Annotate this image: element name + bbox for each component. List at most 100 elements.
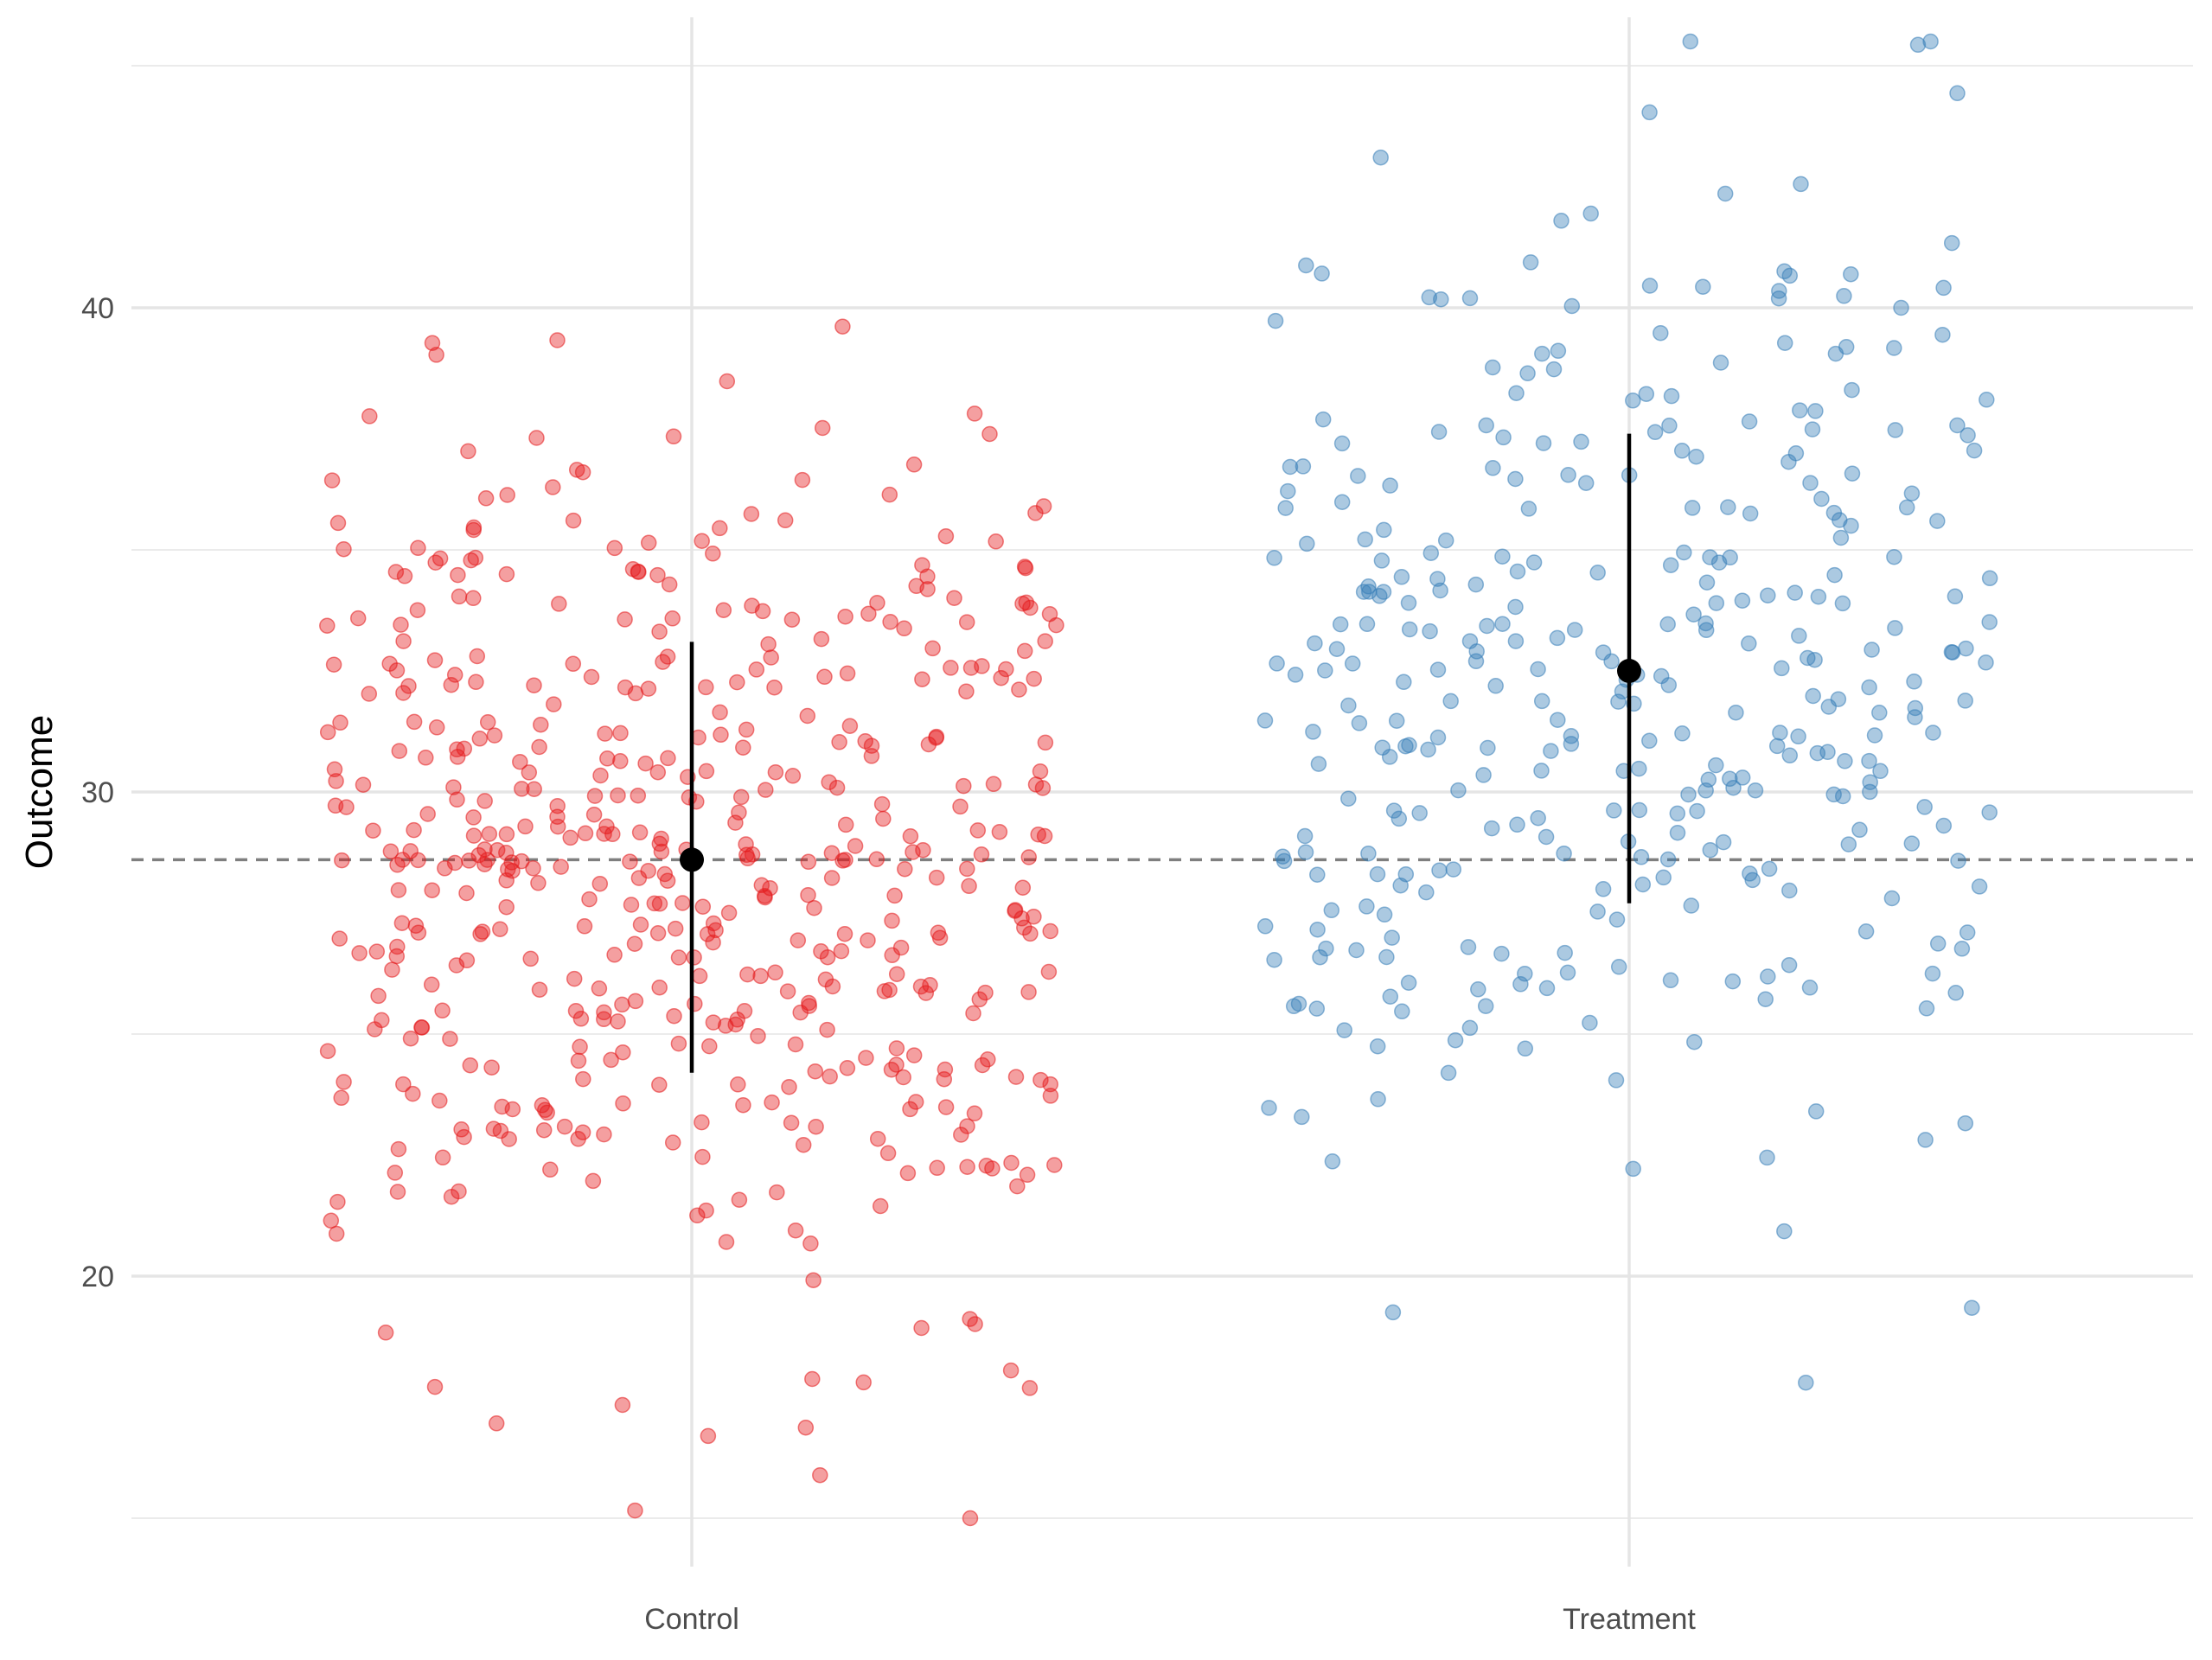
data-point (323, 1212, 340, 1229)
data-point (713, 726, 729, 744)
data-point (627, 1502, 643, 1519)
data-point (905, 844, 921, 860)
data-point (1698, 574, 1716, 591)
data-point (1843, 517, 1859, 534)
data-point (1011, 681, 1027, 698)
data-point (390, 882, 407, 898)
data-point (888, 1040, 905, 1057)
data-point (762, 879, 778, 897)
data-point (860, 932, 876, 948)
data-point (869, 594, 885, 611)
data-point (1866, 727, 1883, 744)
data-point (461, 852, 477, 869)
data-point (1307, 635, 1323, 652)
data-point (1485, 460, 1501, 476)
data-point (729, 674, 745, 691)
data-point (458, 884, 475, 902)
data-point (1357, 531, 1373, 548)
data-point (1573, 433, 1589, 450)
data-point (807, 1063, 824, 1080)
data-point (805, 1272, 822, 1288)
data-point (368, 943, 386, 960)
data-point (1625, 1160, 1641, 1178)
data-point (930, 924, 947, 942)
data-point (665, 428, 682, 445)
data-point (1401, 737, 1417, 754)
data-point (1559, 964, 1576, 981)
data-point (667, 920, 684, 937)
data-point (1384, 929, 1400, 946)
data-point (1978, 654, 1994, 671)
data-point (752, 967, 769, 985)
data-point (646, 895, 663, 912)
data-point (1661, 418, 1678, 434)
data-point (760, 635, 777, 653)
data-point (739, 850, 756, 867)
data-point (1634, 876, 1652, 893)
data-point (1256, 712, 1274, 729)
data-point (1394, 1003, 1410, 1020)
data-point (326, 761, 343, 778)
data-point (428, 347, 444, 363)
data-point (1517, 1040, 1534, 1057)
data-point (477, 490, 495, 507)
data-point (1269, 655, 1285, 672)
data-point (1800, 649, 1816, 667)
data-point (1351, 715, 1368, 731)
data-point (387, 564, 405, 580)
y-tick-label: 20 (81, 1261, 114, 1293)
data-point (1851, 821, 1868, 839)
data-point (897, 860, 913, 878)
data-point (426, 652, 444, 668)
data-point (808, 1118, 824, 1135)
data-point (533, 716, 549, 733)
data-point (424, 335, 441, 351)
data-point (1804, 421, 1821, 437)
data-point (1324, 1153, 1341, 1170)
data-point (463, 552, 479, 569)
data-point (1802, 475, 1819, 491)
data-point (828, 779, 846, 796)
data-point (405, 1085, 421, 1102)
data-point (1563, 736, 1580, 752)
data-point (592, 767, 609, 784)
data-point (1589, 565, 1606, 581)
data-point (1898, 499, 1915, 516)
data-point (783, 1114, 800, 1131)
data-point (800, 853, 817, 871)
data-point (1981, 614, 1998, 630)
data-point (764, 1094, 780, 1111)
data-point (522, 950, 539, 967)
data-point (998, 661, 1014, 678)
data-point (1685, 606, 1702, 622)
data-point (1314, 411, 1332, 428)
data-point (966, 1105, 983, 1122)
data-point (1305, 724, 1321, 740)
data-point (1369, 1038, 1386, 1055)
data-point (606, 540, 623, 557)
data-point (1781, 882, 1798, 899)
data-point (884, 912, 900, 929)
data-point (1375, 584, 1392, 600)
data-point (781, 1078, 797, 1095)
data-point (1688, 448, 1704, 465)
data-point (1032, 763, 1049, 780)
data-point (1686, 1033, 1703, 1050)
data-point (528, 430, 545, 446)
data-point (1776, 1223, 1793, 1240)
data-point (1388, 712, 1405, 729)
data-point (1924, 965, 1941, 982)
data-point (779, 983, 796, 999)
data-point (813, 630, 830, 648)
data-point (389, 1184, 406, 1200)
data-point (1035, 498, 1052, 514)
data-point (1633, 849, 1650, 865)
data-point (597, 725, 613, 742)
data-point (395, 685, 412, 701)
data-point (1589, 903, 1606, 920)
data-point (603, 1051, 619, 1069)
data-point (1007, 1069, 1025, 1085)
data-point (1348, 942, 1365, 959)
data-point (1350, 468, 1366, 484)
data-point (720, 904, 738, 922)
